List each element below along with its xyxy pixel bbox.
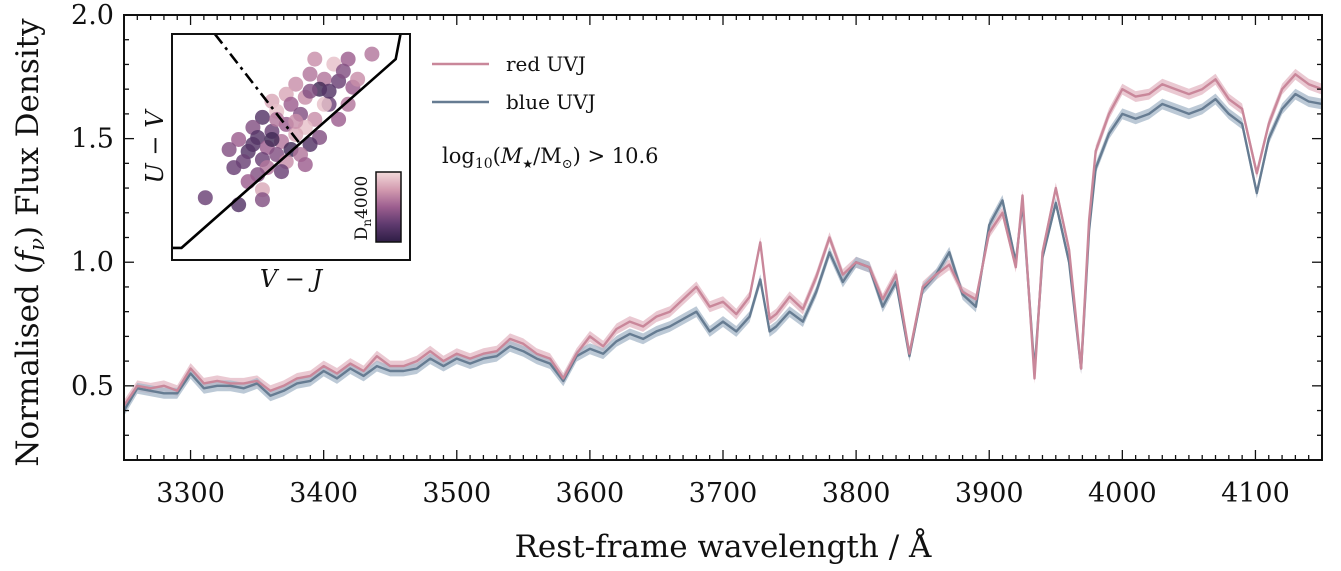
inset-point: [288, 76, 304, 92]
annot-close: ) > 10.6: [573, 144, 659, 168]
inset-point: [340, 51, 356, 67]
inset-point: [302, 136, 318, 152]
legend: red UVJ blue UVJ: [432, 52, 596, 114]
inset-point: [307, 51, 323, 67]
x-tick-label: 4000: [1088, 478, 1157, 509]
inset-point: [231, 197, 247, 213]
series-line-blue-uvj: [124, 92, 1322, 412]
x-tick-label: 3300: [156, 478, 225, 509]
inset-point: [316, 96, 332, 112]
legend-label-blue-uvj: blue UVJ: [506, 90, 596, 114]
inset-point: [273, 164, 289, 180]
inset-point: [254, 192, 270, 208]
y-tick-label: 1.5: [71, 124, 114, 155]
series-lines: [124, 73, 1322, 412]
series-line-red-uvj: [124, 73, 1322, 407]
inset-point: [331, 111, 347, 127]
x-tick-label: 3500: [422, 478, 491, 509]
y-axis-title-sub: ν: [25, 238, 49, 251]
inset-point: [231, 131, 247, 147]
inset-y-axis-title: U − V: [141, 108, 169, 184]
inset-point: [254, 109, 270, 125]
x-axis: 3300 3400 3500 3600 3700 3800 3900 4000 4100: [123, 15, 1323, 509]
x-tick-label: 3900: [955, 478, 1024, 509]
colorbar-gradient: [375, 171, 402, 243]
uvj-selection-boundary: [173, 35, 402, 250]
x-tick-label: 3700: [689, 478, 758, 509]
inset-point: [283, 96, 299, 112]
colorbar-label-main: D: [352, 227, 372, 241]
x-tick-label: 3400: [289, 478, 358, 509]
inset-point: [288, 126, 304, 142]
colorbar-label-sub: n: [360, 219, 374, 227]
inset-point: [264, 131, 280, 147]
uvj-inset: V − J U − V Dn4000: [141, 33, 411, 293]
inset-point: [226, 160, 242, 176]
inset-scatter-points: [197, 46, 380, 213]
inset-point: [269, 111, 285, 127]
y-axis: 0.5 1.0 1.5 2.0: [71, 0, 1322, 461]
annot-open: (: [493, 144, 501, 168]
inset-point: [350, 71, 366, 87]
inset-point: [288, 113, 304, 129]
inset-point: [197, 190, 213, 206]
colorbar-label: Dn4000: [352, 176, 374, 241]
x-tick-label: 4100: [1221, 478, 1290, 509]
x-tick-label: 3600: [556, 478, 625, 509]
annot-sun: ⊙: [562, 157, 573, 172]
inset-point: [321, 83, 337, 99]
inset-point: [340, 96, 356, 112]
inset-point: [302, 83, 318, 99]
inset-colorbar: Dn4000: [352, 171, 402, 243]
x-axis-title: Rest-frame wavelength / Å: [515, 527, 932, 565]
y-tick-label: 0.5: [71, 371, 114, 402]
inset-point: [297, 157, 313, 173]
y-tick-label: 1.0: [71, 247, 114, 278]
mass-cut-annotation: log10(M★/M⊙) > 10.6: [442, 144, 659, 172]
inset-point: [364, 46, 380, 62]
inset-point: [335, 63, 351, 79]
annot-star: ★: [522, 157, 533, 171]
inset-point: [221, 142, 237, 158]
annot-log: log: [442, 144, 475, 168]
inset-point: [245, 136, 261, 152]
inset-point: [302, 66, 318, 82]
y-tick-label: 2.0: [71, 0, 114, 31]
y-axis-title-post: ) Flux Density: [10, 18, 46, 238]
y-axis-title-pre: Normalised (: [10, 262, 46, 466]
annot-slash: /M: [533, 144, 562, 168]
y-axis-title: Normalised (fν) Flux Density: [10, 18, 49, 467]
inset-x-axis-title: V − J: [260, 265, 324, 293]
uvj-dashdot-line: [213, 35, 302, 146]
colorbar-label-rest: 4000: [352, 176, 372, 219]
x-tick-label: 3800: [822, 478, 891, 509]
inset-point: [240, 174, 256, 190]
annot-sub10: 10: [475, 156, 493, 172]
annot-m: M: [500, 144, 523, 168]
legend-label-red-uvj: red UVJ: [506, 52, 586, 76]
